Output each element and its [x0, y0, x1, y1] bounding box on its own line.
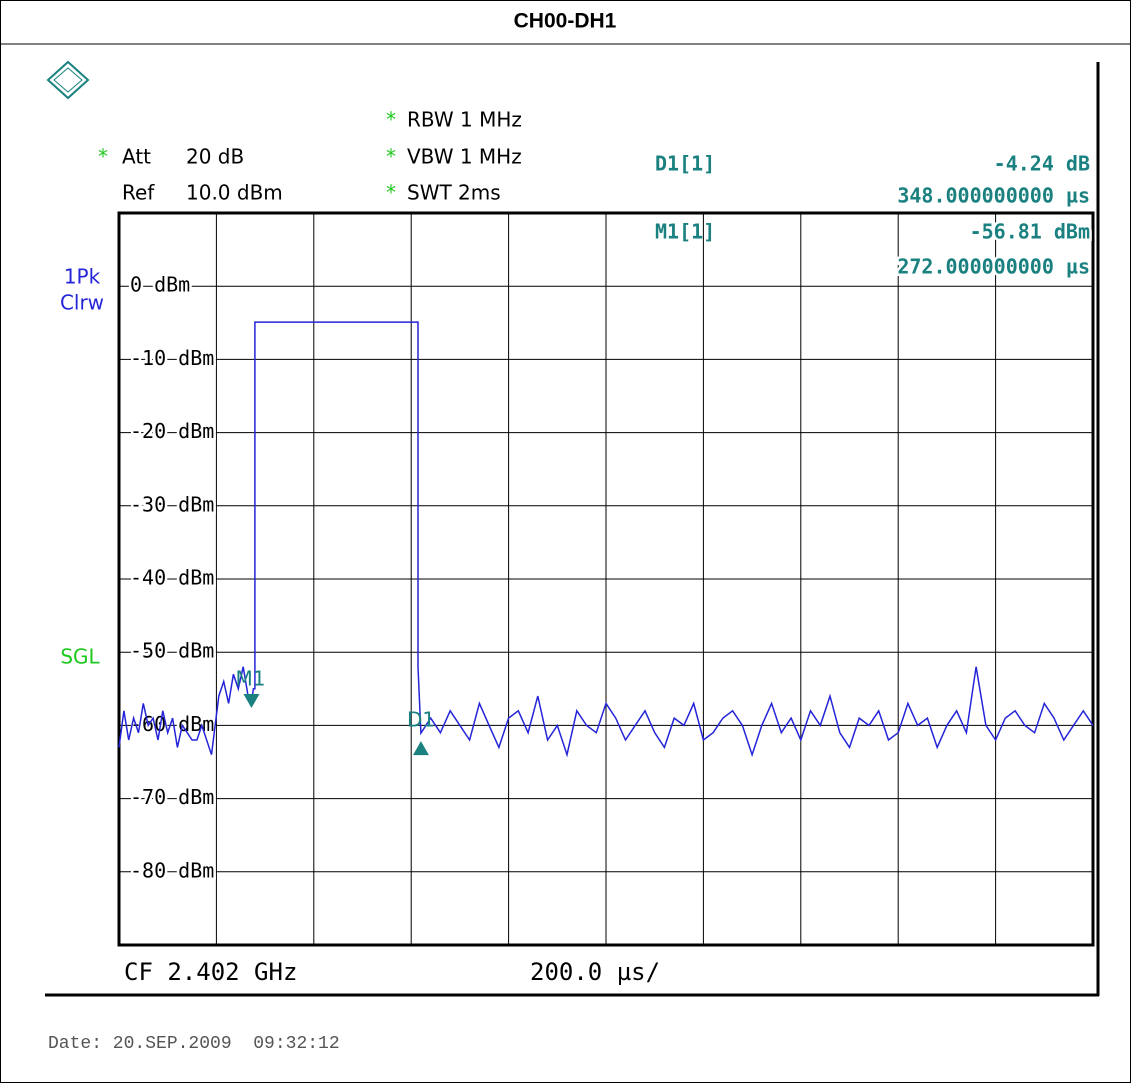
marker [412, 741, 429, 756]
star: * [386, 145, 396, 169]
trace-label: 1Pk [64, 265, 101, 289]
readout-level: -56.81 dBm [970, 220, 1090, 244]
center-frequency: CF 2.402 GHz [124, 958, 297, 986]
readout-position: 348.000000000 µs [897, 184, 1090, 208]
setting-value: 20 dB [186, 145, 244, 169]
trace-label: Clrw [60, 291, 104, 315]
setting: VBW 1 MHz [407, 145, 522, 169]
y-tick-label: -40 dBm [130, 566, 214, 590]
setting-label: Ref [122, 181, 155, 205]
marker-label: D1 [407, 708, 435, 732]
y-tick-label: -50 dBm [130, 639, 214, 663]
trace [118, 321, 1094, 758]
plot-border [117, 211, 1095, 947]
y-tick-label: -30 dBm [130, 492, 214, 516]
marker-label: M1 [235, 667, 265, 691]
title: CH00-DH1 [514, 10, 617, 33]
readout-name: M1[1] [655, 220, 715, 244]
star: * [386, 108, 396, 132]
y-tick-label: -70 dBm [130, 785, 214, 809]
readout-level: -4.24 dB [994, 152, 1090, 176]
readout-name: D1[1] [655, 152, 715, 176]
y-tick-label: -20 dBm [130, 419, 214, 443]
date: Date: 20.SEP.2009 09:32:12 [48, 1034, 340, 1054]
setting: SWT 2ms [407, 181, 501, 205]
setting-value: 10.0 dBm [186, 181, 283, 205]
star: * [386, 181, 396, 205]
span: 200.0 µs/ [530, 958, 660, 986]
setting: RBW 1 MHz [407, 108, 522, 132]
mode-label: SGL [60, 645, 100, 669]
marker [243, 694, 260, 709]
star: * [98, 145, 108, 169]
y-tick-label: 0 dBm [130, 273, 190, 297]
readout-position: 272.000000000 µs [897, 255, 1090, 279]
setting-label: Att [122, 145, 151, 169]
logo [46, 60, 90, 100]
y-tick-label: -80 dBm [130, 858, 214, 882]
y-tick-label: -10 dBm [130, 346, 214, 370]
